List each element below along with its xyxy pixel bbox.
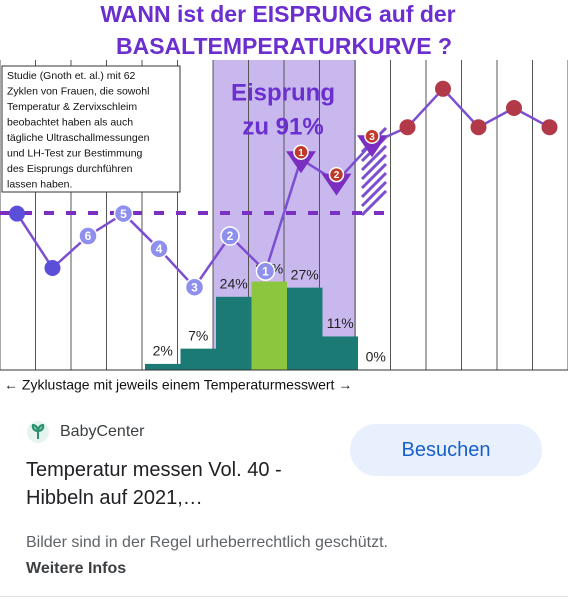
bar-label: 0% [366, 349, 386, 365]
labeled-point [78, 226, 98, 246]
hatch [360, 144, 388, 172]
bar [322, 336, 358, 370]
study-note: und LH-Test zur Bestimmung [7, 147, 143, 159]
study-note: tägliche Ultraschallmessungen [7, 132, 150, 144]
source-name: BabyCenter [60, 423, 145, 440]
point [44, 260, 61, 276]
notice-link[interactable]: Weitere Infos [26, 560, 127, 577]
chart-title: BASALTEMPERATURKURVE ? [116, 33, 452, 59]
hatch [360, 171, 388, 199]
chart-image[interactable]: 2%7%24%29%27%11%0%Studie (Gnoth et. al.)… [0, 0, 568, 400]
bar-label: 2% [153, 343, 173, 359]
source-icon [27, 421, 49, 443]
x-axis-label: ← Zyklustage mit jeweils einem Temperatu… [4, 377, 352, 393]
point [435, 80, 451, 97]
annotation: Eisprung [231, 79, 335, 106]
bar [287, 287, 323, 370]
annotation: zu 91% [242, 113, 323, 140]
note-box [1, 65, 181, 193]
point-badge [328, 166, 345, 183]
point-label: 6 [85, 229, 92, 243]
divider [0, 596, 568, 597]
labeled-point [113, 203, 134, 224]
notice-text: Bilder sind in der Regel urheberrechtlic… [26, 534, 388, 551]
study-note: Studie (Gnoth et. al.) mit 62 [7, 70, 136, 82]
study-note: Temperatur & Zervixschleim [7, 101, 137, 113]
hatch [360, 162, 388, 190]
point-label: 3 [191, 280, 198, 294]
labeled-point [184, 277, 205, 297]
point-label: 2 [227, 229, 234, 243]
labeled-point [220, 226, 240, 246]
study-note: des Eisprungs durchführen [7, 163, 133, 175]
point [9, 205, 25, 222]
point-label: 1 [262, 264, 269, 278]
source[interactable]: BabyCenter [26, 420, 145, 444]
bar [216, 296, 252, 370]
bar [180, 348, 216, 370]
point [541, 119, 558, 136]
bar [145, 363, 181, 370]
hatch [360, 180, 388, 208]
point-label: 5 [120, 207, 127, 221]
bar-label: 7% [188, 327, 208, 343]
study-note: beobachtet haben als auch [7, 116, 133, 128]
point-label: 2 [334, 170, 340, 181]
point-label: 3 [369, 132, 375, 143]
bar-label: 24% [220, 276, 248, 292]
point [399, 119, 416, 136]
study-note: lassen haben. [7, 178, 72, 190]
bar [251, 281, 287, 370]
triangle-point [286, 151, 316, 174]
hatch [360, 189, 388, 217]
point [470, 119, 487, 136]
triangle-point [357, 135, 387, 158]
point-label: 1 [298, 148, 304, 159]
caption[interactable]: Temperatur messen Vol. 40 - Hibbeln auf … [26, 459, 282, 509]
notice: Bilder sind in der Regel urheberrechtlic… [26, 530, 396, 582]
bar-label: 11% [327, 315, 354, 331]
point-badge [364, 128, 380, 144]
bar-label: 27% [291, 266, 319, 282]
hatch [360, 153, 388, 181]
visit-button[interactable]: Besuchen [350, 424, 542, 476]
temperature-line [15, 86, 551, 290]
point-badge [293, 144, 309, 160]
point [506, 100, 522, 116]
labeled-point [255, 261, 276, 281]
labeled-point [149, 239, 169, 259]
study-note: Zyklen von Frauen, die sowohl [7, 85, 149, 97]
chart-title: WANN ist der EISPRUNG auf der [100, 1, 455, 27]
point-label: 4 [156, 242, 163, 256]
triangle-point [321, 173, 352, 196]
